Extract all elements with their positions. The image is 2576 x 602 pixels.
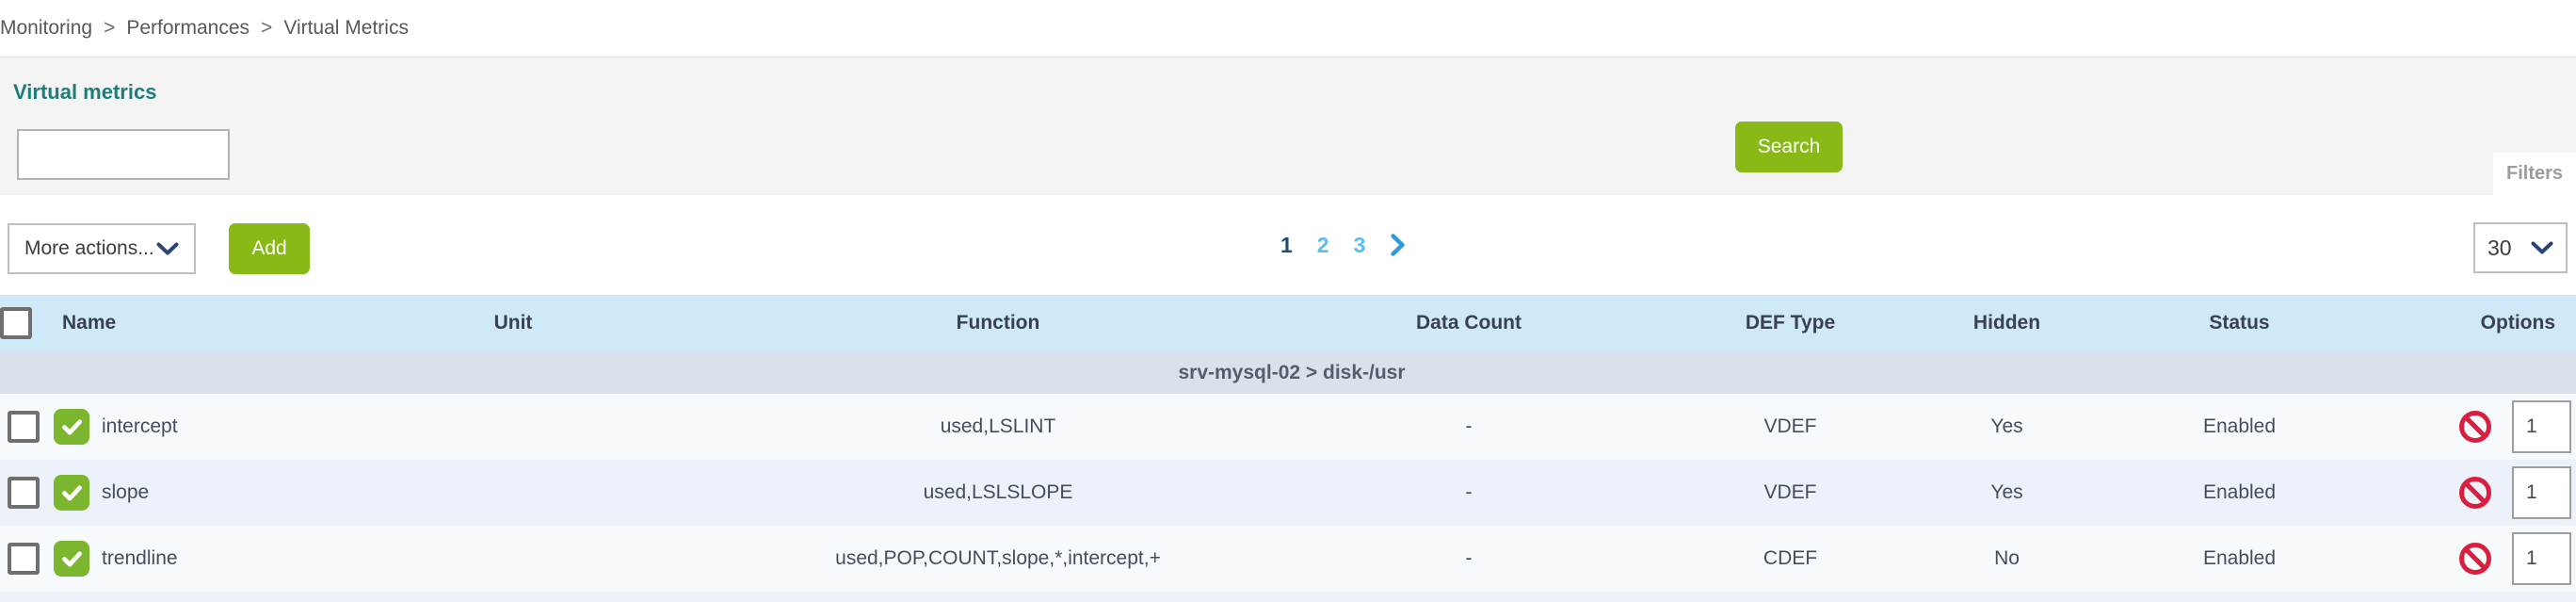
header-def-type[interactable]: DEF Type <box>1745 312 1836 334</box>
pagination-page-2[interactable]: 2 <box>1316 232 1329 257</box>
header-data-count[interactable]: Data Count <box>1416 312 1521 334</box>
search-input[interactable] <box>17 129 230 180</box>
table-row: slope used,LSLSLOPE - VDEF Yes Enabled <box>0 460 2576 526</box>
metric-status: Enabled <box>2202 415 2277 437</box>
metric-data-count: - <box>1465 415 1473 437</box>
metric-function: used,LSLSLOPE <box>923 481 1073 503</box>
metric-unit <box>292 394 734 460</box>
metric-hidden: Yes <box>1990 415 2023 437</box>
metric-def-type: VDEF <box>1763 415 1817 437</box>
table-header-row: Name Unit Function Data Count DEF Type H… <box>0 295 2576 351</box>
metric-status: Enabled <box>2202 547 2277 569</box>
metric-function: used,POP,COUNT,slope,*,intercept,+ <box>835 547 1161 569</box>
metric-name-link[interactable]: slope <box>102 481 150 503</box>
table-row: intercept used,LSLINT - VDEF Yes Enabled <box>0 394 2576 460</box>
header-function[interactable]: Function <box>956 312 1040 334</box>
metric-unit <box>292 526 734 592</box>
row-select-checkbox[interactable] <box>8 411 40 443</box>
breadcrumb-performances[interactable]: Performances <box>126 17 250 39</box>
filter-panel: Virtual metrics Search Filters <box>0 57 2576 195</box>
metric-def-type: CDEF <box>1763 547 1818 569</box>
search-button[interactable]: Search <box>1735 122 1843 172</box>
metric-data-count: - <box>1465 547 1473 569</box>
header-unit[interactable]: Unit <box>493 312 533 334</box>
ban-icon[interactable] <box>2457 409 2493 445</box>
breadcrumb-separator: > <box>261 17 273 39</box>
metric-def-type: VDEF <box>1763 481 1817 503</box>
header-hidden[interactable]: Hidden <box>1972 312 2041 334</box>
breadcrumb-monitoring[interactable]: Monitoring <box>0 17 93 39</box>
metric-function: used,LSLINT <box>940 415 1056 437</box>
order-input[interactable] <box>2512 466 2571 519</box>
ban-icon[interactable] <box>2457 541 2493 577</box>
ban-icon[interactable] <box>2457 475 2493 511</box>
metric-data-count: - <box>1465 481 1473 503</box>
chevron-down-icon <box>2531 241 2553 255</box>
pagination-page-3[interactable]: 3 <box>1353 232 1366 257</box>
header-status[interactable]: Status <box>2209 312 2270 334</box>
row-select-checkbox[interactable] <box>8 543 40 575</box>
metric-status: Enabled <box>2202 481 2277 503</box>
order-input[interactable] <box>2512 532 2571 585</box>
table-row: trendline used,POP,COUNT,slope,*,interce… <box>0 526 2576 592</box>
metric-hidden: Yes <box>1990 481 2023 503</box>
breadcrumb-virtual-metrics[interactable]: Virtual Metrics <box>283 17 409 39</box>
metric-unit <box>292 460 734 526</box>
metric-hidden: No <box>1994 547 2020 569</box>
more-actions-label: More actions... <box>24 237 154 259</box>
pagination: 1 2 3 <box>1280 195 1406 295</box>
page-size-select[interactable]: 30 <box>2473 222 2568 273</box>
page-title: Virtual metrics <box>13 80 157 104</box>
select-all-checkbox[interactable] <box>0 307 32 339</box>
header-name[interactable]: Name <box>62 312 117 334</box>
checked-icon[interactable] <box>54 409 89 445</box>
more-actions-select[interactable]: More actions... <box>8 223 196 274</box>
table-row-partial <box>0 592 2576 602</box>
metric-name-link[interactable]: intercept <box>102 415 178 437</box>
order-input[interactable] <box>2512 400 2571 453</box>
service-group-label: srv-mysql-02 > disk-/usr <box>1178 361 1406 383</box>
add-button[interactable]: Add <box>229 223 310 274</box>
breadcrumb: Monitoring > Performances > Virtual Metr… <box>0 0 2576 57</box>
pagination-next-icon[interactable] <box>1390 233 1406 257</box>
pagination-page-1[interactable]: 1 <box>1280 232 1293 257</box>
checked-icon[interactable] <box>54 475 89 511</box>
header-checkbox-cell <box>0 295 47 351</box>
filters-tab[interactable]: Filters <box>2493 153 2576 195</box>
row-select-checkbox[interactable] <box>8 477 40 509</box>
breadcrumb-separator: > <box>104 17 116 39</box>
chevron-down-icon <box>156 242 179 256</box>
page-size-value: 30 <box>2487 235 2512 260</box>
toolbar: More actions... Add 1 2 3 30 <box>0 195 2576 295</box>
header-options: Options <box>2480 312 2555 334</box>
metric-name-link[interactable]: trendline <box>102 547 178 569</box>
virtual-metrics-table: Name Unit Function Data Count DEF Type H… <box>0 295 2576 602</box>
checked-icon[interactable] <box>54 541 89 577</box>
service-group-row: srv-mysql-02 > disk-/usr <box>0 351 2576 394</box>
